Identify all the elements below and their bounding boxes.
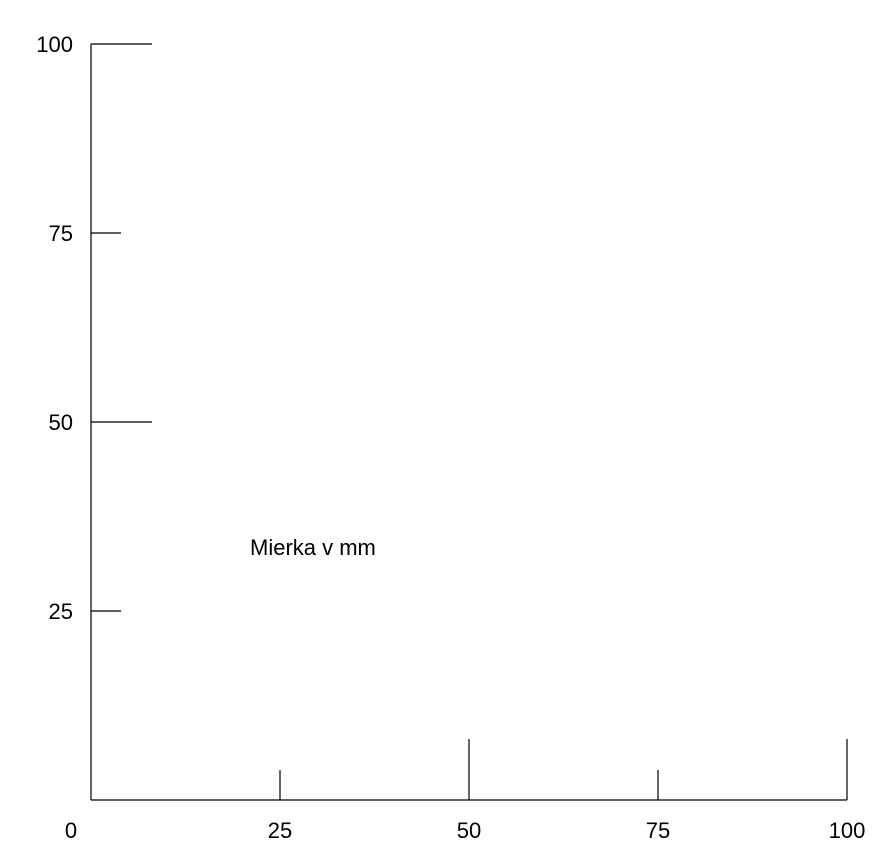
x-tick-label-50: 50: [457, 818, 481, 843]
tick-labels: 0 25 50 75 100 25 50 75 100: [36, 32, 865, 843]
origin-label: 0: [65, 818, 77, 843]
y-tick-label-50: 50: [49, 410, 73, 435]
y-tick-label-100: 100: [36, 32, 73, 57]
tick-marks: [91, 43, 848, 800]
y-tick-label-75: 75: [49, 221, 73, 246]
x-tick-label-75: 75: [646, 818, 670, 843]
y-tick-label-25: 25: [49, 599, 73, 624]
x-tick-label-100: 100: [829, 818, 866, 843]
ruler-axes: [90, 44, 847, 801]
scale-caption: Mierka v mm: [250, 535, 376, 560]
x-tick-label-25: 25: [268, 818, 292, 843]
